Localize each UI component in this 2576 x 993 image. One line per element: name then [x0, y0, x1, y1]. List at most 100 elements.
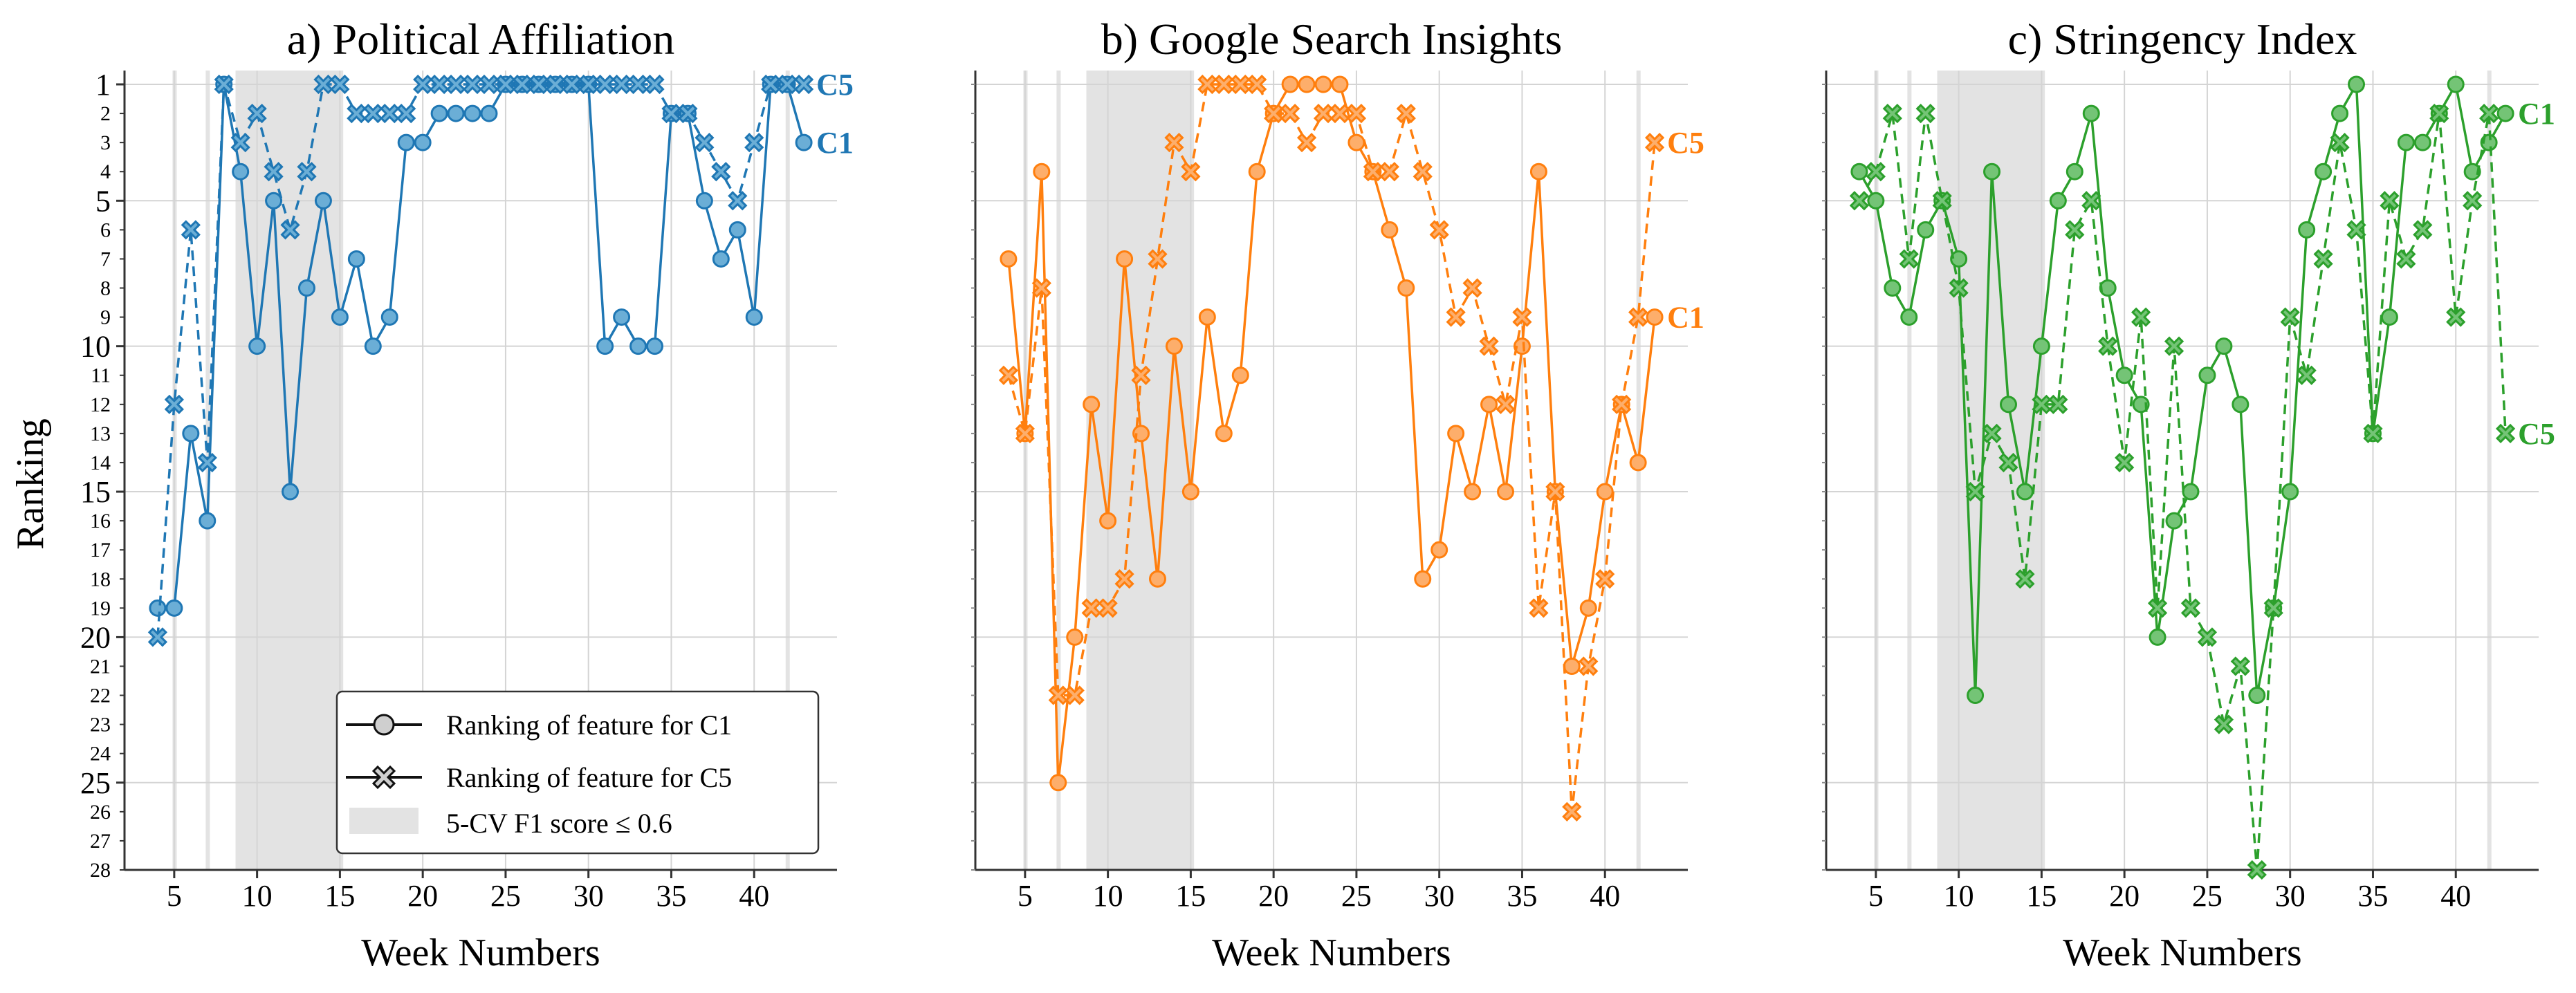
- data-point-c1: [2082, 104, 2100, 122]
- y-minor-tick-label: 6: [100, 219, 111, 241]
- data-point-c1: [1983, 163, 2001, 180]
- data-point-c1: [1917, 221, 1935, 239]
- data-point-c5: [2380, 191, 2400, 211]
- x-tick-label: 20: [1258, 879, 1289, 913]
- low-f1-shade: [1907, 71, 1912, 870]
- series-end-label-c1: C1: [816, 126, 854, 160]
- data-point-c5: [164, 394, 184, 414]
- data-point-c5: [1462, 278, 1482, 298]
- data-point-c1: [1198, 308, 1216, 326]
- data-point-c1: [380, 308, 398, 326]
- data-point-c5: [2363, 423, 2383, 444]
- y-minor-tick-label: 12: [90, 393, 111, 416]
- y-tick-label: 10: [80, 330, 111, 364]
- data-point-c5: [2280, 307, 2300, 327]
- data-point-c1: [447, 104, 465, 122]
- data-point-c1: [1231, 366, 1249, 384]
- y-minor-tick-label: 17: [90, 539, 111, 562]
- panel-title: c) Stringency Index: [2008, 15, 2357, 64]
- data-point-c5: [2330, 133, 2350, 153]
- x-tick-label: 15: [1175, 879, 1206, 913]
- data-point-c1: [1033, 163, 1051, 180]
- data-point-c1: [695, 192, 713, 210]
- data-point-c1: [1347, 133, 1365, 151]
- data-point-c1: [2032, 337, 2050, 355]
- data-point-c1: [745, 308, 763, 326]
- data-point-c5: [711, 162, 731, 182]
- data-point-c5: [1164, 133, 1184, 153]
- y-minor-tick-label: 3: [100, 131, 111, 154]
- data-point-c5: [2429, 103, 2449, 124]
- legend-shade-label: 5-CV F1 score ≤ 0.6: [446, 808, 672, 839]
- panel-google-search-insights: b) Google Search Insights 5 10 15 20 25 30 35 40…: [971, 15, 1704, 974]
- series-end-label-c5: C5: [816, 68, 854, 102]
- data-point-c5: [197, 452, 217, 473]
- data-point-c1: [795, 133, 813, 151]
- legend: Ranking of feature for C1 Ranking of fea…: [335, 690, 820, 855]
- data-point-c5: [2065, 220, 2085, 240]
- data-point-c5: [2015, 569, 2035, 589]
- data-point-c5: [1932, 191, 1952, 211]
- y-minor-tick-label: 24: [90, 743, 111, 765]
- data-point-c5: [380, 103, 400, 124]
- data-point-c1: [1281, 75, 1299, 93]
- y-minor-tick-label: 2: [100, 102, 111, 125]
- data-point-c1: [1165, 337, 1183, 355]
- data-point-c1: [596, 337, 614, 355]
- data-point-c1: [712, 250, 730, 268]
- data-point-c5: [2413, 220, 2433, 240]
- data-point-c1: [2463, 163, 2481, 180]
- data-point-c1: [2496, 104, 2514, 122]
- data-point-c5: [1446, 307, 1466, 327]
- x-tick-label: 20: [2109, 879, 2140, 913]
- data-point-c5: [1512, 307, 1532, 327]
- panel-title: b) Google Search Insights: [1101, 15, 1563, 64]
- low-f1-shade: [205, 71, 210, 870]
- data-point-c1: [430, 104, 448, 122]
- data-point-c5: [1612, 394, 1632, 414]
- data-point-c5: [1247, 74, 1267, 95]
- data-point-c5: [1579, 656, 1599, 676]
- x-tick-label: 40: [739, 879, 769, 913]
- data-point-c5: [1982, 423, 2002, 444]
- data-point-c1: [1215, 425, 1233, 443]
- data-point-c1: [2198, 366, 2216, 384]
- y-minor-tick-label: 27: [90, 830, 111, 853]
- data-point-c5: [1280, 103, 1300, 124]
- x-tick-label: 10: [242, 879, 273, 913]
- y-minor-tick-label: 23: [90, 714, 111, 736]
- x-tick-label: 10: [1944, 879, 1974, 913]
- data-point-c1: [2132, 396, 2150, 414]
- low-f1-shade: [785, 71, 790, 870]
- data-point-c1: [2066, 163, 2083, 180]
- data-point-c5: [2180, 598, 2201, 618]
- data-point-c1: [282, 483, 300, 501]
- data-point-c1: [2049, 192, 2067, 210]
- data-point-c1: [2298, 221, 2316, 239]
- x-tick-label: 25: [1341, 879, 1372, 913]
- y-tick-label: 25: [80, 766, 111, 800]
- data-point-c5: [297, 162, 317, 182]
- data-point-c5: [1330, 103, 1350, 124]
- data-point-c5: [2098, 336, 2118, 356]
- x-tick-label: 15: [2026, 879, 2057, 913]
- data-point-c5: [2313, 249, 2333, 269]
- data-point-c5: [2463, 191, 2483, 211]
- x-tick-label: 30: [573, 879, 604, 913]
- data-point-c1: [1000, 250, 1018, 268]
- data-point-c1: [1563, 657, 1581, 675]
- data-point-c5: [280, 220, 300, 240]
- data-point-c5: [1181, 162, 1201, 182]
- data-point-c5: [728, 191, 748, 211]
- data-point-c1: [182, 425, 200, 443]
- data-point-c5: [181, 220, 201, 240]
- data-point-c1: [480, 104, 498, 122]
- data-point-c1: [347, 250, 365, 268]
- data-point-c5: [147, 627, 168, 647]
- data-point-c5: [264, 162, 284, 182]
- data-point-c5: [2214, 714, 2234, 734]
- legend-c5-label: Ranking of feature for C5: [446, 762, 732, 793]
- data-point-c5: [2147, 598, 2168, 618]
- data-point-c1: [2232, 396, 2250, 414]
